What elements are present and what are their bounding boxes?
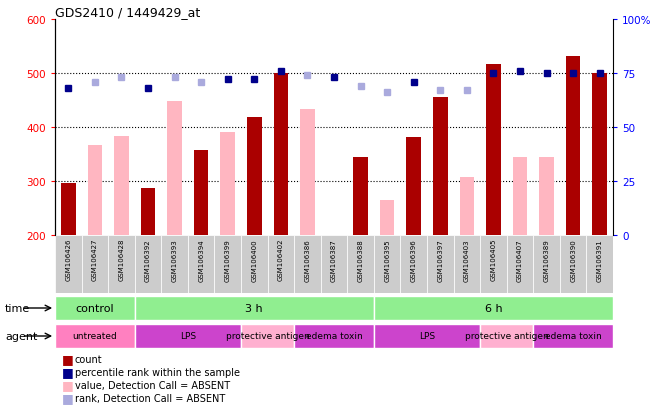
Bar [460,177,474,235]
Bar [321,235,347,293]
Text: GSM106403: GSM106403 [464,238,470,281]
Bar [513,158,527,235]
Text: percentile rank within the sample: percentile rank within the sample [75,367,240,377]
Text: rank, Detection Call = ABSENT: rank, Detection Call = ABSENT [75,393,225,403]
Bar [88,145,102,235]
Bar [268,235,294,293]
Text: LPS: LPS [419,332,435,341]
Bar [300,110,315,235]
Bar [55,324,135,349]
Bar [374,296,613,321]
Text: untreated: untreated [73,332,117,341]
Bar [61,183,75,235]
Text: protective antigen: protective antigen [465,332,548,341]
Text: 3 h: 3 h [245,303,263,313]
Text: 6 h: 6 h [484,303,502,313]
Bar [374,324,480,349]
Bar [400,235,427,293]
Bar [353,158,368,235]
Text: time: time [5,303,30,313]
Text: ■: ■ [61,392,73,404]
Text: GSM106397: GSM106397 [438,238,444,281]
Text: ■: ■ [61,379,73,392]
Bar [486,65,501,235]
Text: GSM106391: GSM106391 [597,238,603,281]
Text: GSM106407: GSM106407 [517,238,523,281]
Text: GSM106402: GSM106402 [278,238,284,281]
Bar [55,296,135,321]
Bar [135,235,161,293]
Bar [81,235,108,293]
Bar [380,200,394,235]
Text: GSM106427: GSM106427 [92,238,98,281]
Text: count: count [75,354,102,364]
Bar [593,74,607,235]
Bar [480,324,533,349]
Bar [241,324,294,349]
Text: GSM106390: GSM106390 [570,238,576,281]
Bar [454,235,480,293]
Text: LPS: LPS [180,332,196,341]
Text: GSM106395: GSM106395 [384,238,390,281]
Text: GSM106396: GSM106396 [411,238,417,281]
Text: ■: ■ [61,366,73,379]
Bar [167,102,182,235]
Bar [247,118,262,235]
Text: GSM106399: GSM106399 [224,238,230,281]
Bar [108,235,135,293]
Bar [188,235,214,293]
Bar [374,235,400,293]
Bar [539,158,554,235]
Bar [433,97,448,235]
Bar [194,151,208,235]
Bar [294,324,374,349]
Text: protective antigen: protective antigen [226,332,309,341]
Bar [347,235,374,293]
Bar [114,137,129,235]
Text: GSM106387: GSM106387 [331,238,337,281]
Text: GSM106393: GSM106393 [172,238,178,281]
Bar [533,235,560,293]
Text: GSM106405: GSM106405 [490,238,496,281]
Bar [406,138,421,235]
Text: GSM106388: GSM106388 [357,238,363,281]
Text: GSM106389: GSM106389 [544,238,550,281]
Text: edema toxin: edema toxin [545,332,601,341]
Bar [507,235,533,293]
Text: GSM106400: GSM106400 [251,238,257,281]
Bar [220,133,235,235]
Text: GSM106394: GSM106394 [198,238,204,281]
Bar [427,235,454,293]
Text: control: control [75,303,114,313]
Bar [560,235,587,293]
Text: value, Detection Call = ABSENT: value, Detection Call = ABSENT [75,380,230,390]
Bar [480,235,507,293]
Bar [587,235,613,293]
Bar [566,57,580,235]
Bar [161,235,188,293]
Text: agent: agent [5,331,37,341]
Text: GDS2410 / 1449429_at: GDS2410 / 1449429_at [55,6,200,19]
Bar [214,235,241,293]
Bar [135,296,374,321]
Text: GSM106428: GSM106428 [118,238,124,281]
Text: edema toxin: edema toxin [306,332,362,341]
Text: GSM106426: GSM106426 [65,238,71,281]
Bar [241,235,268,293]
Text: GSM106386: GSM106386 [305,238,311,281]
Bar [55,235,81,293]
Text: ■: ■ [61,353,73,366]
Bar [135,324,241,349]
Bar [294,235,321,293]
Text: GSM106392: GSM106392 [145,238,151,281]
Bar [274,74,288,235]
Bar [533,324,613,349]
Bar [141,189,155,235]
